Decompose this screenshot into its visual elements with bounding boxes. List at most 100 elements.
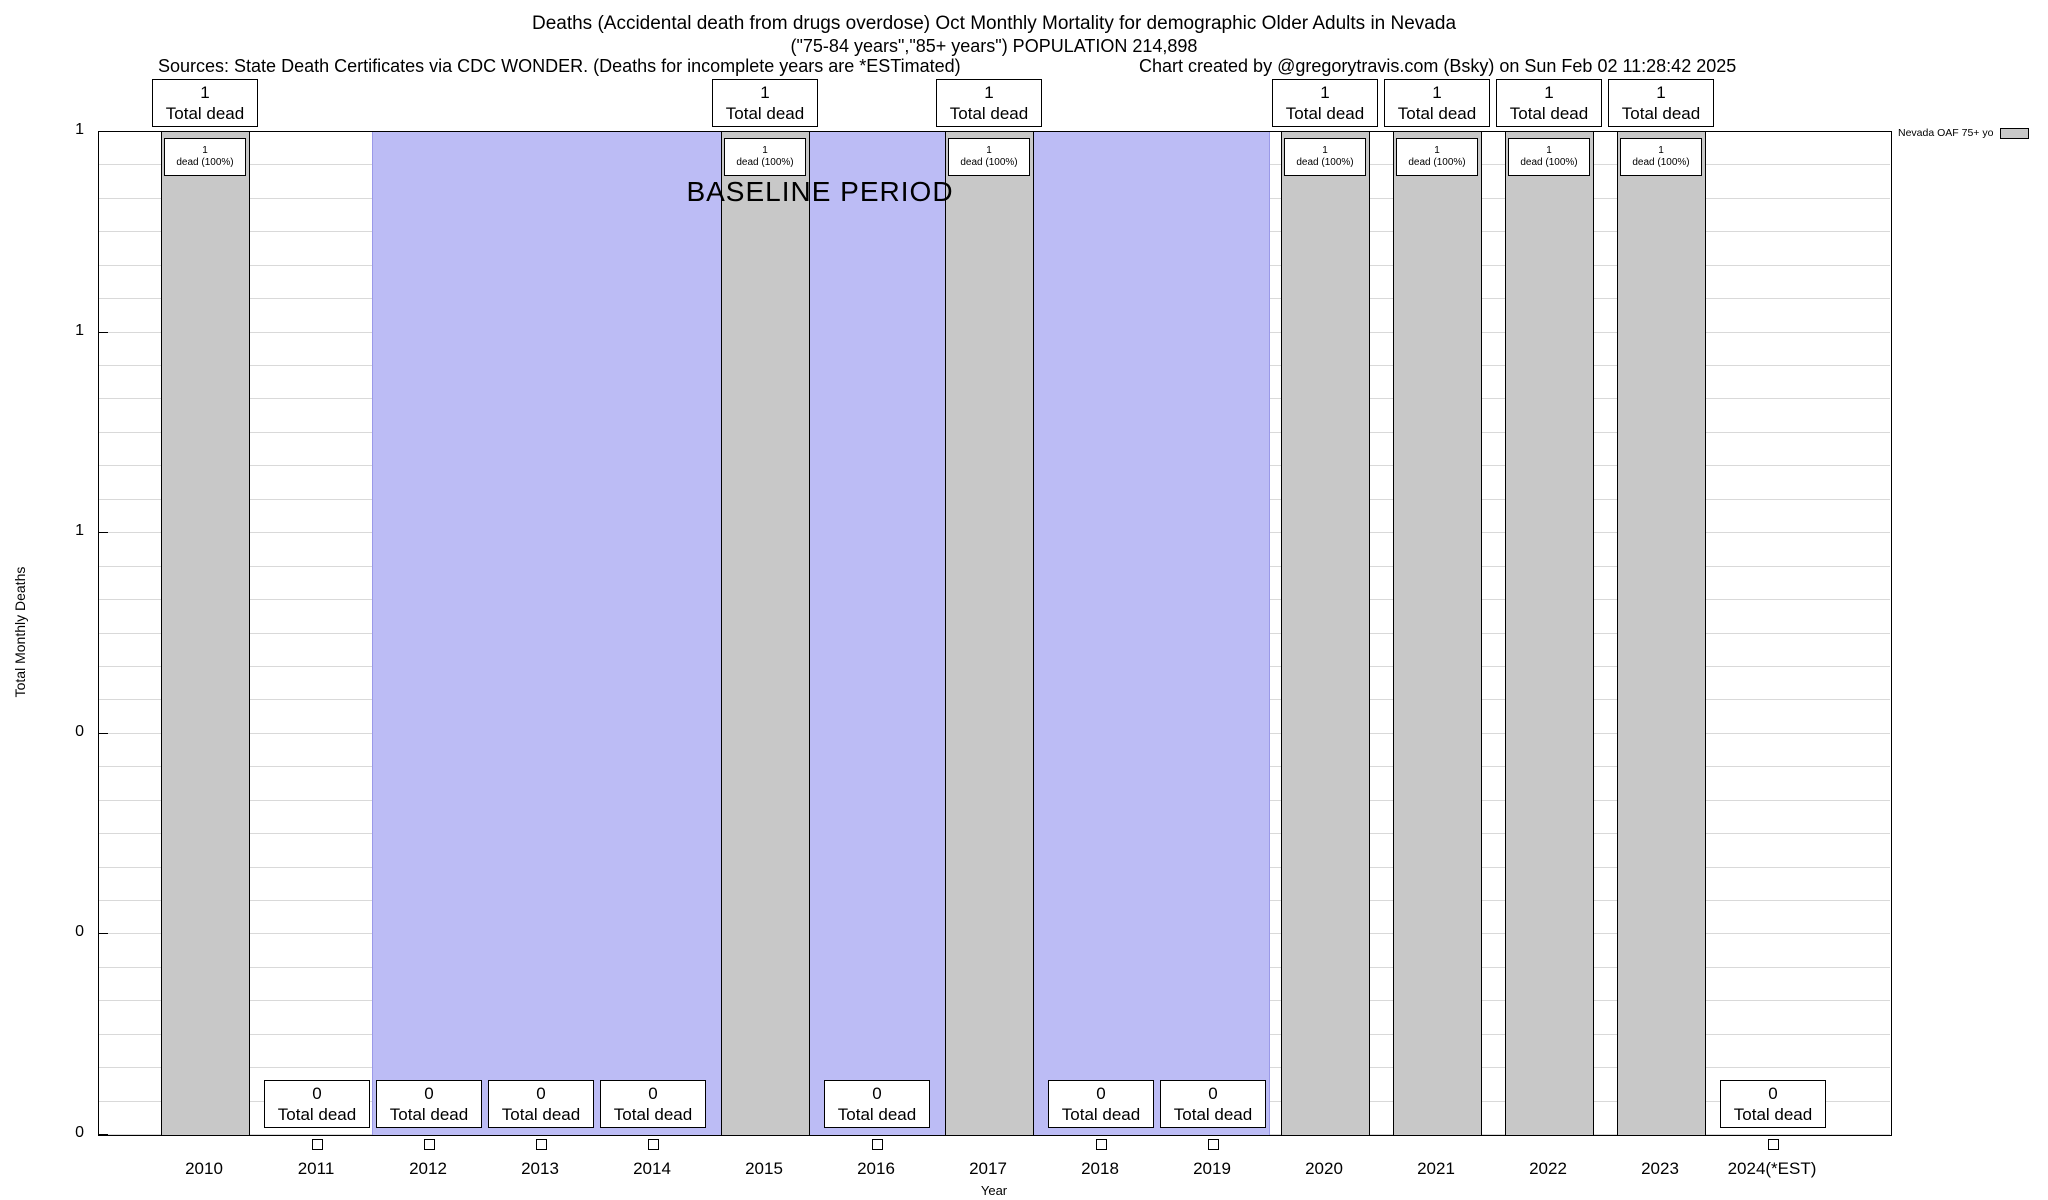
in-bar-label-text: dead (100%) <box>1296 157 1354 168</box>
x-tick-label: 2023 <box>1641 1159 1679 1178</box>
y-tick-mark <box>99 331 108 333</box>
zero-dead-callout: 0 Total dead <box>824 1080 930 1128</box>
in-bar-label-text: dead (100%) <box>176 157 234 168</box>
total-dead-callout: 1 Total dead <box>936 79 1042 127</box>
zero-dead-callout: 0 Total dead <box>264 1080 370 1128</box>
zero-dead-callout-text: Total dead <box>1733 1105 1813 1124</box>
in-bar-label: 1 dead (100%) <box>1508 138 1590 176</box>
bar-2010 <box>160 131 250 1136</box>
bar-2020 <box>1280 131 1370 1136</box>
sources-note: Sources: State Death Certificates via CD… <box>158 56 961 76</box>
x-tick-label: 2010 <box>185 1159 223 1178</box>
x-tick-label: 2015 <box>745 1159 783 1178</box>
in-bar-label: 1 dead (100%) <box>1284 138 1366 176</box>
zero-dead-callout: 0 Total dead <box>488 1080 594 1128</box>
zero-dead-callout-text: Total dead <box>389 1105 469 1124</box>
total-dead-callout: 1 Total dead <box>712 79 818 127</box>
chart-subtitle: ("75-84 years","85+ years") POPULATION 2… <box>790 36 1198 56</box>
in-bar-label-text: dead (100%) <box>736 157 794 168</box>
y-tick-label: 1 <box>75 522 84 540</box>
total-dead-callout-text: 1 <box>760 82 770 102</box>
x-tick-label: 2017 <box>969 1159 1007 1178</box>
zero-dead-callout-text: 0 <box>1768 1083 1778 1103</box>
bar-2017 <box>944 131 1034 1136</box>
x-tick-label: 2021 <box>1417 1159 1455 1178</box>
zero-dead-callout-text: Total dead <box>277 1105 357 1124</box>
legend: Nevada OAF 75+ yo <box>1898 127 2030 139</box>
x-tick-label: 2016 <box>857 1159 895 1178</box>
zero-dead-callout-text: Total dead <box>1173 1105 1253 1124</box>
zero-dead-callout-text: Total dead <box>837 1105 917 1124</box>
zero-bar-marker <box>423 1139 435 1150</box>
y-tick-mark <box>99 1134 108 1135</box>
x-tick-label: 2012 <box>409 1159 447 1178</box>
chart-title: Deaths (Accidental death from drugs over… <box>531 13 1457 34</box>
y-tick-label: 1 <box>75 321 84 339</box>
zero-bar-marker <box>1767 1139 1779 1150</box>
in-bar-label: 1 dead (100%) <box>1620 138 1702 176</box>
x-tick-label: 2014 <box>633 1159 671 1178</box>
y-tick-mark <box>99 532 108 534</box>
total-dead-callout: 1 Total dead <box>152 79 258 127</box>
baseline-period-label: BASELINE PERIOD <box>686 176 954 207</box>
in-bar-label-text: 1 <box>1434 144 1440 156</box>
total-dead-callout-text: Total dead <box>725 104 805 123</box>
in-bar-label-text: 1 <box>762 144 768 156</box>
zero-dead-callout-text: 0 <box>648 1083 658 1103</box>
total-dead-callout-text: 1 <box>1432 82 1442 102</box>
zero-dead-callout: 0 Total dead <box>600 1080 706 1128</box>
in-bar-label-text: dead (100%) <box>1520 157 1578 168</box>
zero-dead-callout-text: 0 <box>312 1083 322 1103</box>
in-bar-label-text: 1 <box>986 144 992 156</box>
x-tick-label: 2020 <box>1305 1159 1343 1178</box>
zero-dead-callout-text: Total dead <box>613 1105 693 1124</box>
y-tick-label: 1 <box>75 121 84 138</box>
x-tick-label: 2022 <box>1529 1159 1567 1178</box>
y-tick-mark <box>99 933 108 935</box>
total-dead-callout-text: Total dead <box>165 104 245 123</box>
zero-bar-marker <box>647 1139 659 1150</box>
zero-bar-marker <box>311 1139 323 1150</box>
total-dead-callout-text: Total dead <box>1621 104 1701 123</box>
total-dead-callout-text: 1 <box>984 82 994 102</box>
y-tick-mark <box>99 732 108 734</box>
zero-bar-marker <box>871 1139 883 1150</box>
total-dead-callout-text: 1 <box>200 82 210 102</box>
bar-2015 <box>720 131 810 1136</box>
total-dead-callout-text: Total dead <box>1509 104 1589 123</box>
in-bar-label-text: 1 <box>1658 144 1664 156</box>
x-tick-label: 2018 <box>1081 1159 1119 1178</box>
zero-dead-callout-text: 0 <box>424 1083 434 1103</box>
in-bar-label-text: dead (100%) <box>1408 157 1466 168</box>
x-tick-label: 2019 <box>1193 1159 1231 1178</box>
x-tick-label: 2024(*EST) <box>1727 1159 1817 1178</box>
y-tick-label: 0 <box>75 722 84 740</box>
in-bar-label-text: 1 <box>202 144 208 156</box>
y-tick-label: 0 <box>75 1124 84 1141</box>
zero-bar-marker <box>1207 1139 1219 1150</box>
zero-dead-callout-text: 0 <box>1208 1083 1218 1103</box>
in-bar-label-text: 1 <box>1546 144 1552 156</box>
x-axis-label: Year <box>980 1183 1008 1198</box>
total-dead-callout-text: 1 <box>1544 82 1554 102</box>
total-dead-callout-text: Total dead <box>1285 104 1365 123</box>
total-dead-callout-text: 1 <box>1320 82 1330 102</box>
total-dead-callout: 1 Total dead <box>1272 79 1378 127</box>
in-bar-label: 1 dead (100%) <box>724 138 806 176</box>
zero-dead-callout-text: 0 <box>872 1083 882 1103</box>
total-dead-callout-text: Total dead <box>949 104 1029 123</box>
bar-2022 <box>1504 131 1594 1136</box>
in-bar-label-text: dead (100%) <box>1632 157 1690 168</box>
credit-note: Chart created by @gregorytravis.com (Bsk… <box>1139 56 1737 76</box>
zero-dead-callout-text: 0 <box>1096 1083 1106 1103</box>
zero-bar-marker <box>1095 1139 1107 1150</box>
y-tick-label: 0 <box>75 923 84 941</box>
total-dead-callout-text: Total dead <box>1397 104 1477 123</box>
zero-dead-callout-text: 0 <box>536 1083 546 1103</box>
legend-swatch <box>2000 127 2030 139</box>
baseline-period-region <box>372 131 1270 1136</box>
zero-dead-callout: 0 Total dead <box>376 1080 482 1128</box>
zero-dead-callout: 0 Total dead <box>1720 1080 1826 1128</box>
